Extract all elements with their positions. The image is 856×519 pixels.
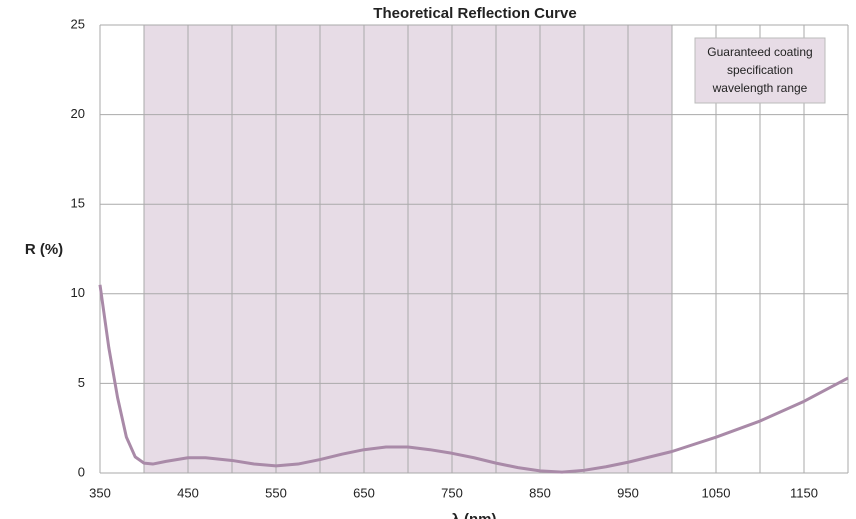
y-axis-label: R (%) <box>25 241 63 258</box>
y-tick-label: 20 <box>71 106 85 121</box>
x-tick-label: 550 <box>265 485 287 500</box>
x-tick-label: 350 <box>89 485 111 500</box>
line <box>98 284 849 474</box>
x-tick-label: 450 <box>177 485 199 500</box>
x-tick-label: 850 <box>529 485 551 500</box>
x-tick-label: 1050 <box>702 485 731 500</box>
x-axis-label: λ (nm) <box>452 511 497 519</box>
y-tick-label: 25 <box>71 16 85 31</box>
annotation-text: wavelength range <box>712 81 808 95</box>
y-tick-label: 5 <box>78 375 85 390</box>
x-tick-label: 750 <box>441 485 463 500</box>
y-tick-label: 10 <box>71 285 85 300</box>
annotation-box <box>694 37 826 104</box>
annotation-text: Guaranteed coating <box>707 45 812 59</box>
x-tick-label: 1150 <box>790 485 818 500</box>
annotation-text: specification <box>727 63 793 77</box>
chart-title: Theoretical Reflection Curve <box>373 5 576 22</box>
x-tick-label: 950 <box>617 485 639 500</box>
y-tick-label: 15 <box>71 196 85 211</box>
x-tick-label: 650 <box>353 485 375 500</box>
y-tick-label: 0 <box>78 464 85 479</box>
